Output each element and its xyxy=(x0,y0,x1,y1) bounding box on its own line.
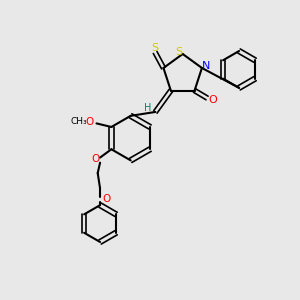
Text: O: O xyxy=(86,117,94,127)
Text: O: O xyxy=(91,154,99,164)
Text: CH₃: CH₃ xyxy=(71,117,88,126)
Text: S: S xyxy=(152,43,159,53)
Text: N: N xyxy=(202,61,210,71)
Text: O: O xyxy=(208,95,217,105)
Text: H: H xyxy=(144,103,151,113)
Text: O: O xyxy=(102,194,110,204)
Text: S: S xyxy=(175,47,182,57)
